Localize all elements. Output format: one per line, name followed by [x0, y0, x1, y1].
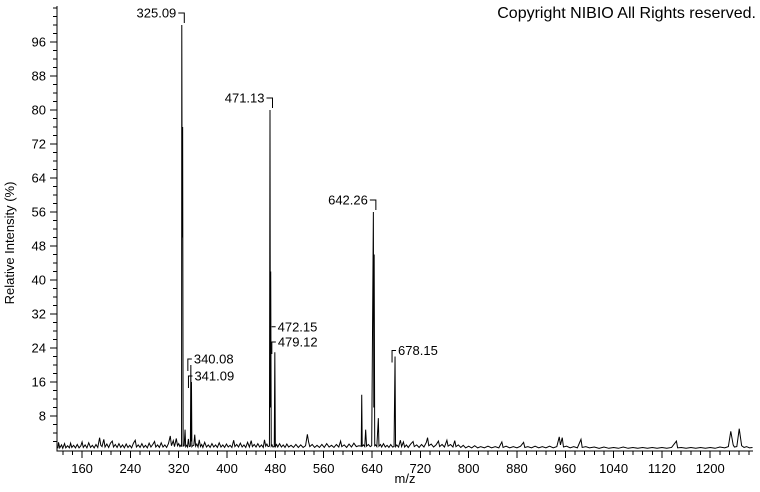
svg-text:400: 400 [216, 461, 238, 476]
svg-text:1120: 1120 [648, 461, 676, 476]
svg-text:40: 40 [32, 273, 46, 288]
peak-labels: 325.09 471.13 642.26 340.08 341.09 472.15479.… [137, 6, 438, 388]
x-axis-label: m/z [395, 471, 416, 486]
peak-label: 325.09 [137, 6, 177, 21]
svg-text:1040: 1040 [599, 461, 628, 476]
peak-label: 471.13 [225, 91, 265, 106]
svg-text:64: 64 [32, 171, 46, 186]
svg-text:800: 800 [458, 461, 480, 476]
svg-text:80: 80 [32, 103, 46, 118]
svg-text:480: 480 [265, 461, 287, 476]
svg-text:48: 48 [32, 239, 46, 254]
copyright-text: Copyright NIBIO All Rights reserved. [497, 5, 756, 22]
peak-label: 678.15 [398, 343, 438, 358]
svg-text:640: 640 [361, 461, 383, 476]
spectrum-trace [57, 24, 753, 450]
y-axis-label: Relative Intensity (%) [2, 182, 17, 305]
svg-text:16: 16 [32, 375, 46, 390]
peak-label: 340.08 [194, 352, 234, 367]
svg-text:720: 720 [409, 461, 431, 476]
svg-text:24: 24 [32, 341, 46, 356]
svg-text:1200: 1200 [696, 461, 725, 476]
svg-text:320: 320 [168, 461, 190, 476]
svg-text:160: 160 [71, 461, 93, 476]
peak-label: 479.12 [278, 335, 318, 350]
svg-text:880: 880 [506, 461, 528, 476]
svg-text:96: 96 [32, 35, 46, 50]
svg-text:240: 240 [120, 461, 142, 476]
svg-text:72: 72 [32, 137, 46, 152]
svg-text:56: 56 [32, 205, 46, 220]
svg-text:32: 32 [32, 307, 46, 322]
svg-text:960: 960 [554, 461, 576, 476]
svg-text:88: 88 [32, 69, 46, 84]
svg-text:560: 560 [313, 461, 335, 476]
svg-text:8: 8 [39, 409, 46, 424]
peak-label: 341.09 [194, 369, 234, 384]
peak-label: 642.26 [328, 193, 368, 208]
axes: 8 16 24 32 40 48 56 64 72 80 88 96 160 240 320 400 480 56… [32, 6, 753, 476]
peak-label: 472.15 [278, 319, 318, 334]
